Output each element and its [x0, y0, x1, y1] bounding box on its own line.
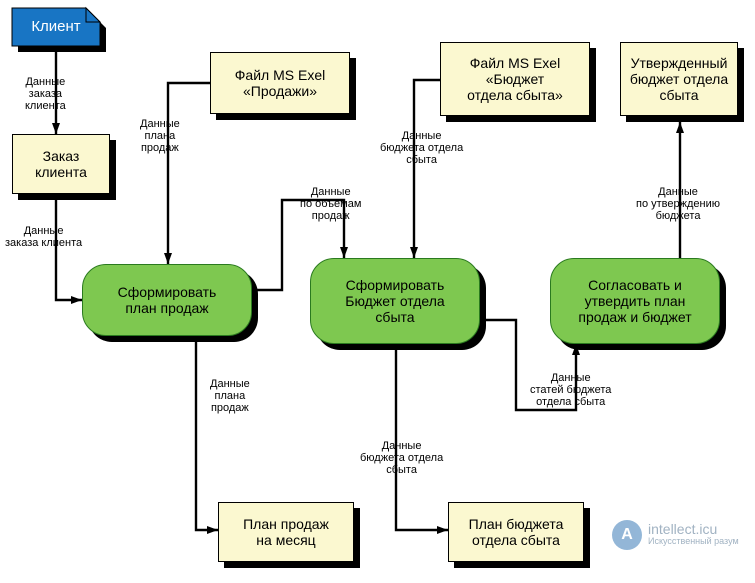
watermark-main: intellect.icu — [648, 522, 739, 537]
doc-doc_plan_m: План продаж на месяц — [218, 502, 354, 562]
process-proc_approve: Согласовать и утвердить план продаж и бю… — [550, 258, 720, 344]
watermark-text: intellect.icuИскусственный разум — [648, 522, 739, 547]
doc-doc_budget: Файл MS Exel «Бюджет отдела сбыта» — [440, 42, 590, 116]
edge-label-e_plan_month: Данные плана продаж — [210, 378, 250, 414]
process-proc_plan: Сформировать план продаж — [82, 264, 252, 336]
actor-actor: Клиент — [12, 8, 100, 46]
edge-label-e_order_plan: Данные заказа клиента — [5, 225, 82, 249]
doc-doc_sales: Файл MS Exel «Продажи» — [210, 52, 350, 114]
doc-doc_order: Заказ клиента — [12, 134, 110, 194]
flowchart-canvas: Данные заказа клиента Данные заказа клиен… — [0, 0, 755, 583]
edge-label-e_budget_planb: Данные бюджета отдела сбыта — [360, 440, 443, 476]
edge-label-e_plan_budget_top: Данные по объемам продаж — [300, 186, 361, 222]
watermark-icon: A — [612, 520, 642, 550]
edge-label-e_budget_approve: Данные статей бюджета отдела сбыта — [530, 372, 611, 408]
edge-label-e_budgetdoc_proc: Данные бюджета отдела сбыта — [380, 130, 463, 166]
edge-label-e_sales_plan: Данные плана продаж — [140, 118, 180, 154]
process-proc_budget: Сформировать Бюджет отдела сбыта — [310, 258, 480, 344]
watermark-sub: Искусственный разум — [648, 537, 739, 547]
edge-label-e_approve_doc: Данные по утверждению бюджета — [636, 186, 720, 222]
doc-doc_plan_b: План бюджета отдела сбыта — [448, 502, 584, 562]
doc-doc_approved: Утвержденный бюджет отдела сбыта — [620, 42, 738, 116]
edge-label-e_actor_order: Данные заказа клиента — [25, 76, 66, 112]
